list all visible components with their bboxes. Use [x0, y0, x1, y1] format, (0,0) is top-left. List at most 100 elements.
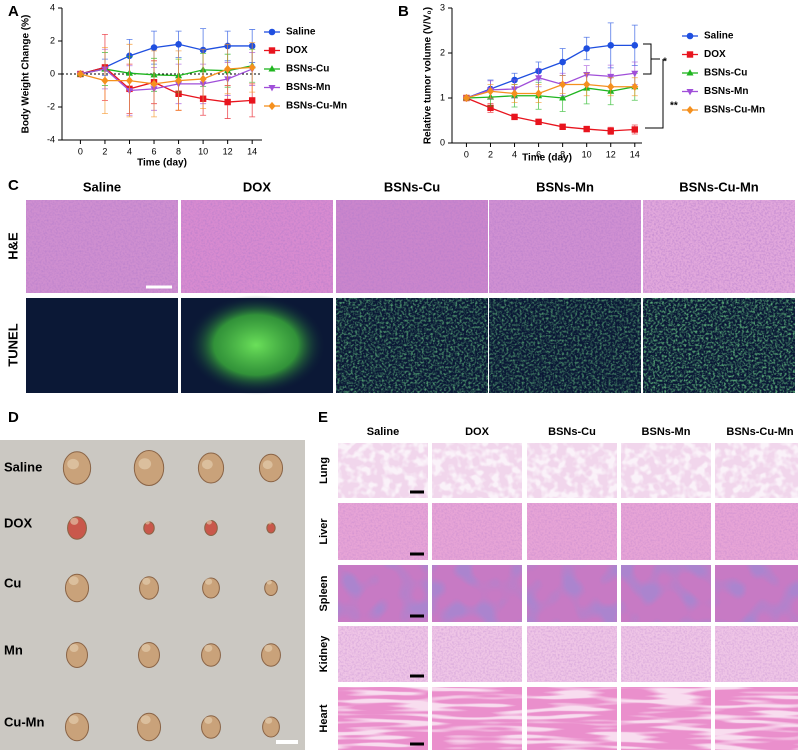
annotation: **	[670, 101, 678, 112]
image-layer	[0, 200, 798, 750]
row-label: Cu-Mn	[4, 714, 44, 729]
data-point	[583, 80, 591, 89]
tumor-highlight	[206, 519, 212, 525]
tumor-highlight	[204, 644, 213, 652]
x-tick-label: 12	[223, 146, 233, 156]
organ-texture	[432, 565, 522, 622]
legend-marker	[268, 47, 276, 54]
legend-marker	[686, 69, 694, 76]
column-label: BSNs-Cu-Mn	[726, 426, 793, 438]
organ-texture	[715, 443, 798, 498]
tumor-highlight	[69, 644, 79, 652]
data-point	[559, 123, 566, 130]
organ-texture	[715, 503, 798, 560]
organ-texture	[527, 503, 617, 560]
tunel-texture	[489, 298, 641, 393]
tumor	[266, 522, 276, 534]
y-tick-label: 2	[50, 35, 55, 45]
organ-texture	[621, 687, 711, 750]
x-axis-label: Time (day)	[137, 158, 187, 169]
data-point	[248, 63, 256, 72]
x-tick-label: 2	[102, 146, 107, 156]
legend-label: DOX	[286, 45, 308, 56]
column-label: BSNs-Cu-Mn	[679, 179, 758, 194]
row-label: H&E	[5, 232, 20, 260]
data-point	[631, 126, 638, 133]
data-point	[101, 76, 109, 85]
data-point	[175, 76, 183, 85]
legend-marker	[268, 65, 276, 72]
tumor	[197, 452, 225, 484]
data-point	[607, 73, 615, 81]
organ-texture	[432, 626, 522, 682]
data-point	[511, 113, 518, 121]
organ-texture	[338, 626, 428, 682]
column-label: Saline	[83, 179, 121, 194]
organ-texture	[338, 687, 428, 750]
organ-texture	[527, 565, 617, 622]
tumor-highlight	[268, 521, 272, 525]
legend-marker	[268, 101, 276, 111]
data-point	[486, 87, 495, 96]
panel-label: B	[398, 3, 409, 20]
x-tick-label: 0	[78, 146, 83, 156]
x-tick-label: 8	[176, 146, 181, 156]
series-line	[466, 72, 635, 99]
tumor-highlight	[140, 715, 151, 725]
legend-label: Saline	[704, 31, 734, 42]
organ-texture	[432, 503, 522, 560]
tumor-highlight	[67, 458, 79, 470]
organ-texture	[338, 443, 428, 498]
tumor-highlight	[68, 715, 79, 725]
row-label: Saline	[4, 459, 42, 474]
significance-bracket	[643, 43, 664, 129]
organ-texture	[715, 687, 798, 750]
legend-marker	[686, 105, 694, 115]
data-point	[535, 75, 543, 82]
y-axis-label: Body Weight Change (%)	[21, 15, 32, 134]
tumor-highlight	[145, 520, 150, 525]
he-texture	[489, 200, 641, 293]
he-texture	[643, 200, 795, 293]
x-tick-label: 8	[560, 149, 565, 159]
organ-texture	[715, 626, 798, 682]
y-tick-label: 2	[440, 47, 445, 57]
panel-label: D	[8, 409, 19, 426]
data-point	[248, 97, 256, 104]
row-label: TUNEL	[5, 323, 20, 366]
legend-label: BSNs-Mn	[704, 86, 748, 97]
organ-texture	[338, 503, 428, 560]
y-tick-label: -2	[47, 101, 55, 111]
data-point	[224, 64, 232, 74]
row-label: Liver	[318, 518, 330, 545]
panel-label: E	[318, 409, 328, 426]
legend-label: BSNs-Cu	[286, 64, 329, 75]
data-point	[559, 80, 567, 89]
column-label: Saline	[367, 426, 399, 438]
column-label: BSNs-Cu	[384, 179, 440, 194]
legend-label: BSNs-Cu-Mn	[286, 101, 347, 112]
column-label: DOX	[465, 426, 490, 438]
data-point	[535, 118, 542, 126]
tumor-highlight	[138, 458, 152, 470]
tumor-highlight	[262, 460, 273, 470]
column-label: BSNs-Cu	[548, 426, 596, 438]
data-point	[559, 94, 567, 101]
column-label: DOX	[243, 179, 272, 194]
data-point	[462, 93, 470, 103]
organ-texture	[621, 503, 711, 560]
legend-label: BSNs-Mn	[286, 82, 330, 93]
tumor-highlight	[266, 579, 272, 585]
x-tick-label: 10	[582, 149, 592, 159]
x-tick-label: 14	[630, 149, 640, 159]
data-point	[76, 69, 84, 79]
legend-label: DOX	[704, 49, 726, 60]
row-label: DOX	[4, 515, 33, 530]
data-point	[607, 42, 615, 49]
data-point	[125, 76, 134, 85]
x-tick-label: 12	[606, 149, 616, 159]
x-tick-label: 4	[512, 149, 517, 159]
tumor	[133, 450, 165, 486]
data-point	[199, 74, 207, 84]
